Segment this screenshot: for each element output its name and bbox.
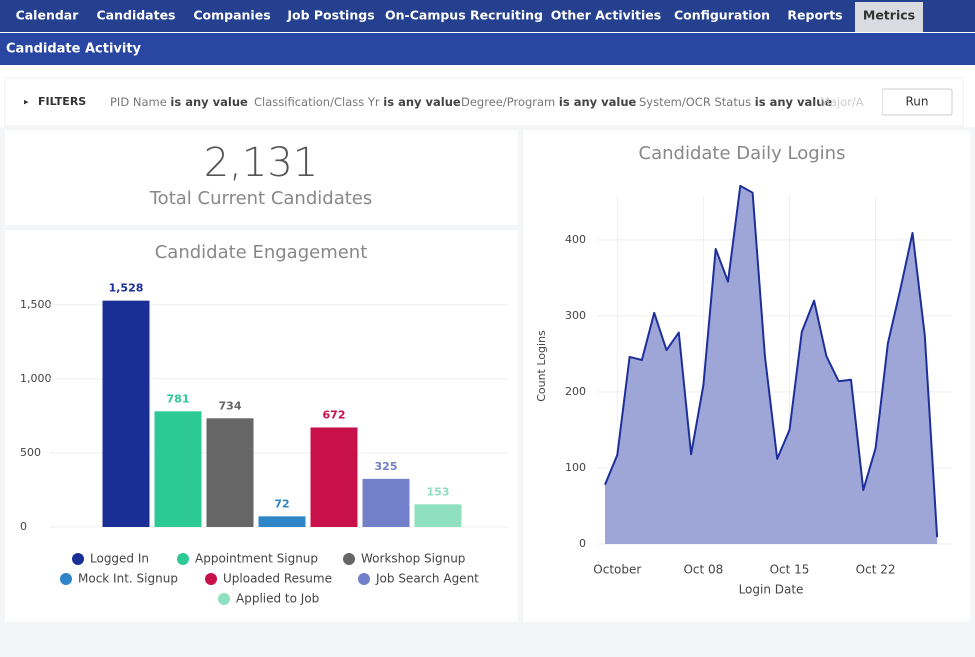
legend-label[interactable]: Uploaded Resume [223, 572, 332, 586]
filter-item[interactable]: PID Name is any value [110, 95, 248, 109]
y-tick-label: 500 [20, 446, 41, 459]
y-tick-label: 400 [565, 233, 586, 246]
legend-swatch[interactable] [177, 553, 189, 565]
nav-item[interactable]: Other Activities [551, 8, 661, 23]
filter-name: System/OCR Status [639, 95, 751, 109]
filter-name: Major/A [820, 95, 864, 109]
legend-swatch[interactable] [60, 573, 72, 585]
data-label: 153 [427, 485, 450, 498]
bar [414, 504, 462, 527]
kpi-value: 2,131 [204, 140, 319, 186]
nav-item[interactable]: Candidates [96, 8, 175, 23]
x-tick-label: Oct 08 [683, 563, 723, 577]
legend-label[interactable]: Workshop Signup [361, 552, 465, 566]
filter-op: is any value [383, 95, 461, 109]
legend-label[interactable]: Mock Int. Signup [78, 572, 178, 586]
kpi-panel [5, 130, 518, 225]
filter-item[interactable]: System/OCR Status is any value [639, 95, 832, 109]
filters-label[interactable]: FILTERS [38, 95, 86, 108]
data-label: 672 [323, 408, 346, 421]
nav-item[interactable]: On-Campus Recruiting [385, 8, 543, 23]
data-label: 1,528 [109, 282, 144, 295]
data-label: 325 [375, 460, 398, 473]
x-tick-label: October [593, 563, 641, 577]
legend-swatch[interactable] [218, 593, 230, 605]
y-axis-label: Count Logins [535, 330, 548, 402]
data-label: 734 [219, 399, 242, 412]
chart-title: Candidate Daily Logins [639, 143, 846, 164]
filter-op: is any value [559, 95, 637, 109]
x-tick-label: Oct 22 [856, 563, 896, 577]
legend-label[interactable]: Logged In [90, 552, 149, 566]
y-tick-label: 300 [565, 309, 586, 322]
legend-label[interactable]: Job Search Agent [375, 572, 479, 586]
y-tick-label: 1,000 [20, 372, 52, 385]
bar-panel [5, 230, 518, 622]
x-axis-label: Login Date [739, 583, 804, 597]
filter-item[interactable]: Degree/Program is any value [461, 95, 637, 109]
filter-item[interactable]: Major/A [820, 95, 864, 109]
data-label: 781 [167, 392, 190, 405]
area-line [604, 184, 939, 538]
nav-item[interactable]: Metrics [863, 8, 915, 23]
legend-swatch[interactable] [343, 553, 355, 565]
legend-swatch[interactable] [358, 573, 370, 585]
bar [258, 516, 306, 527]
nav-item[interactable]: Configuration [674, 8, 770, 23]
filter-op: is any value [755, 95, 833, 109]
filter-item[interactable]: Classification/Class Yr is any value [254, 95, 461, 109]
area-fill [605, 185, 938, 544]
bar [362, 478, 410, 527]
filter-name: Classification/Class Yr [254, 95, 380, 109]
filter-name: Degree/Program [461, 95, 555, 109]
y-tick-label: 1,500 [20, 298, 52, 311]
nav-bar [0, 0, 975, 32]
nav-item[interactable]: Job Postings [286, 8, 374, 23]
x-tick-label: Oct 15 [770, 563, 810, 577]
page-title: Candidate Activity [6, 42, 142, 57]
kpi-label: Total Current Candidates [149, 188, 373, 209]
filter-fade [876, 90, 882, 114]
y-tick-label: 200 [565, 385, 586, 398]
bar [102, 300, 150, 527]
legend-label[interactable]: Applied to Job [236, 592, 319, 606]
bar [310, 427, 358, 527]
nav-item[interactable]: Calendar [16, 8, 80, 23]
y-tick-label: 100 [565, 461, 586, 474]
filter-name: PID Name [110, 95, 167, 109]
filter-bar [4, 77, 964, 127]
bar [206, 418, 254, 527]
nav-item[interactable]: Companies [193, 8, 270, 23]
y-tick-label: 0 [20, 520, 27, 533]
nav-tab-active[interactable] [855, 2, 923, 32]
chart-title: Candidate Engagement [155, 242, 368, 263]
legend-swatch[interactable] [72, 553, 84, 565]
filter-caret[interactable]: ▸ [24, 98, 29, 108]
header-bar [0, 33, 975, 65]
bar [154, 411, 202, 527]
filter-op: is any value [170, 95, 248, 109]
legend-swatch[interactable] [205, 573, 217, 585]
y-tick-label: 0 [579, 537, 586, 550]
nav-item[interactable]: Reports [787, 8, 842, 23]
run-label[interactable]: Run [905, 95, 928, 109]
data-label: 72 [274, 497, 289, 510]
legend-label[interactable]: Appointment Signup [195, 552, 318, 566]
